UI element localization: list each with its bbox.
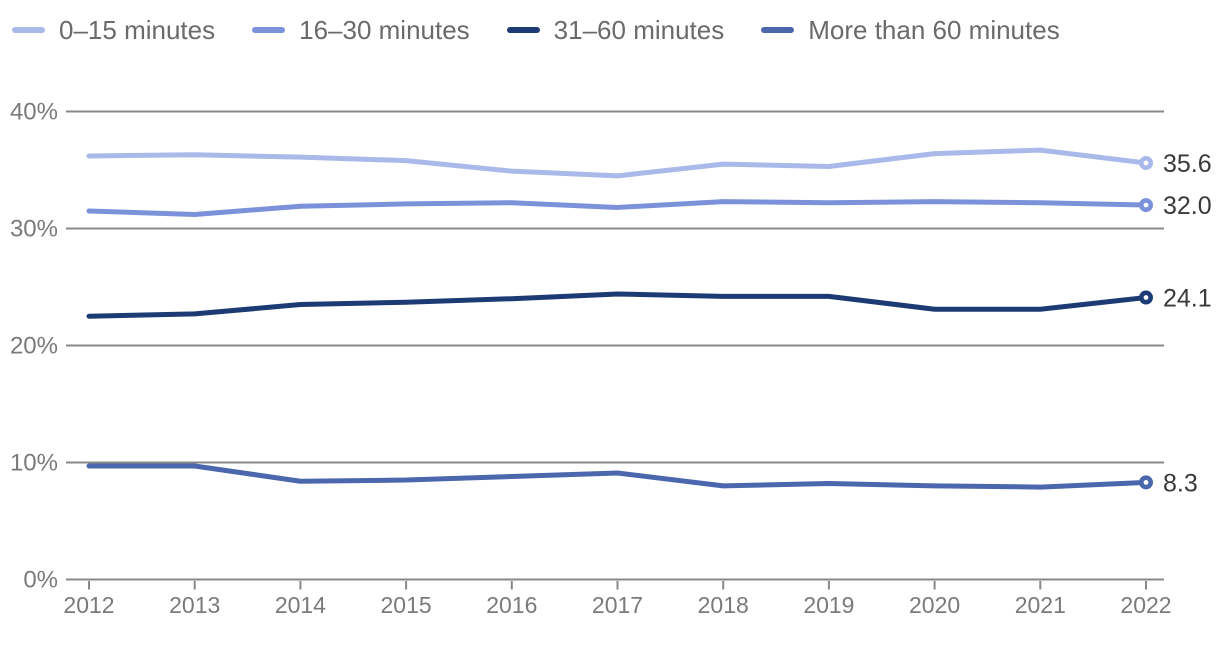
series-end-marker-2: [1139, 290, 1154, 305]
x-axis-label: 2017: [592, 592, 643, 618]
series-line-0: [86, 147, 1149, 179]
series-end-marker-0: [1139, 155, 1154, 170]
series-line-1: [86, 199, 1149, 217]
series-end-value-label-3: 8.3: [1163, 469, 1198, 497]
legend-label: More than 60 minutes: [808, 14, 1060, 45]
x-axis-label: 2019: [803, 592, 854, 618]
legend-item-16-30-minutes[interactable]: 16–30 minutes: [252, 15, 470, 46]
x-axis-label: 2014: [275, 592, 326, 618]
x-axis-label: 2015: [381, 592, 432, 618]
legend-item-31-60-minutes[interactable]: 31–60 minutes: [506, 14, 725, 46]
y-axis-label: 20%: [10, 333, 58, 360]
series-end-value-label-2: 24.1: [1163, 285, 1212, 313]
legend-swatch-1: [252, 27, 286, 33]
series-end-marker-1: [1139, 198, 1154, 213]
legend-label: 31–60 minutes: [553, 14, 725, 45]
y-axis-label: 10%: [10, 450, 58, 477]
legend-label: 0–15 minutes: [59, 14, 216, 45]
series-end-value-label-0: 35.6: [1163, 150, 1212, 178]
series-line-2: [86, 291, 1149, 319]
series-line-3: [86, 463, 1149, 490]
x-axis-label: 2012: [63, 592, 114, 618]
x-axis-label: 2013: [169, 592, 220, 618]
x-axis-label: 2020: [909, 592, 960, 618]
x-axis-label: 2016: [486, 592, 537, 618]
x-axis-label: 2018: [698, 592, 749, 618]
legend-item-more-than-60-minutes[interactable]: More than 60 minutes: [761, 14, 1060, 46]
y-axis-label: 40%: [10, 99, 58, 126]
legend: 0–15 minutes 16–30 minutes 31–60 minutes…: [12, 13, 1060, 47]
y-axis-label: 30%: [10, 216, 58, 243]
legend-item-0-15-minutes[interactable]: 0–15 minutes: [12, 15, 215, 46]
legend-swatch-3: [761, 27, 795, 33]
x-axis-label: 2021: [1015, 592, 1066, 618]
y-axis-label: 0%: [23, 567, 58, 594]
legend-label: 16–30 minutes: [299, 14, 470, 45]
series-end-value-label-1: 32.0: [1163, 192, 1212, 220]
legend-swatch-2: [506, 27, 540, 33]
x-axis-label: 2022: [1120, 592, 1171, 618]
legend-swatch-0: [12, 27, 45, 33]
series-end-marker-3: [1139, 475, 1154, 490]
